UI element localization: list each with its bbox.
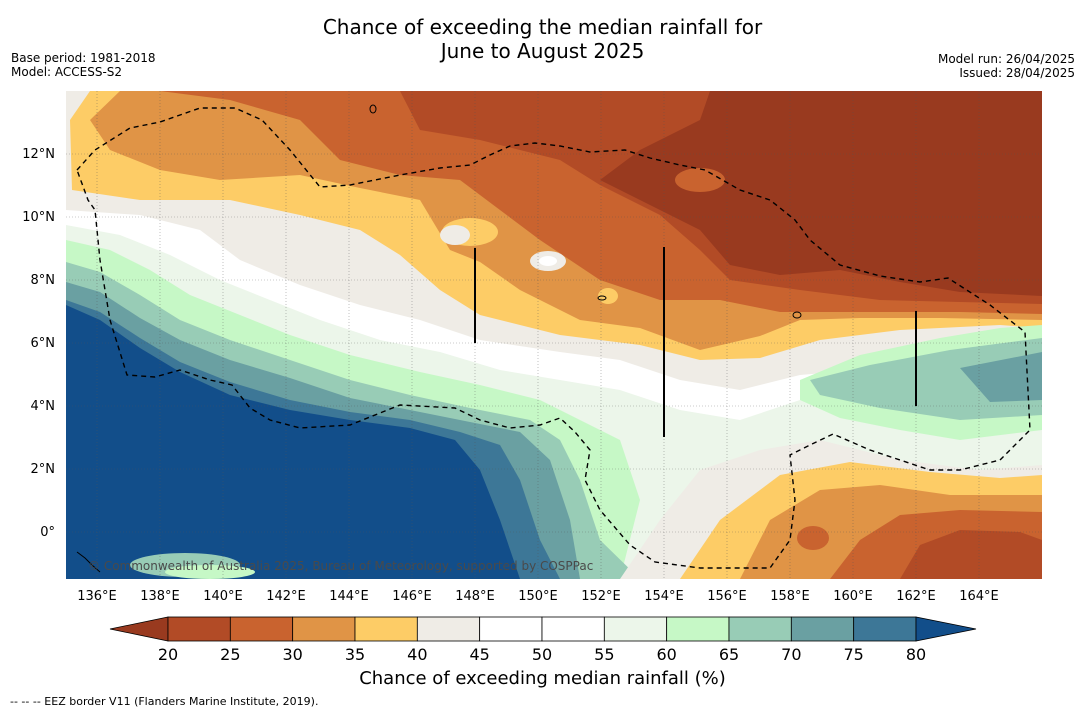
lon-label: 152°E xyxy=(581,589,621,604)
colorbar-tick-label: 75 xyxy=(843,645,863,664)
lon-label: 158°E xyxy=(770,589,810,604)
colorbar-tick-label: 20 xyxy=(158,645,178,664)
colorbar-tick-label: 45 xyxy=(469,645,489,664)
colorbar-tick-label: 65 xyxy=(719,645,739,664)
colorbar-tick-label: 40 xyxy=(407,645,427,664)
colorbar-under-arrow xyxy=(109,616,169,642)
colorbar-segment xyxy=(354,616,418,642)
colorbar-segment xyxy=(790,616,855,642)
colorbar-segment xyxy=(229,616,294,642)
title-line-2: June to August 2025 xyxy=(440,39,645,63)
patch-se-25 xyxy=(797,526,829,550)
lon-label: 160°E xyxy=(833,589,873,604)
colorbar-over-arrow xyxy=(915,616,977,642)
band-right-70-75 xyxy=(960,352,1042,402)
boundary-lines xyxy=(474,247,917,437)
map-field xyxy=(66,91,1042,579)
lon-label: 162°E xyxy=(896,589,936,604)
colorbar-tick-label: 70 xyxy=(781,645,801,664)
lon-label: 146°E xyxy=(392,589,432,604)
lat-label: 2°N xyxy=(31,462,56,477)
colorbar-segment xyxy=(603,616,668,642)
lon-label: 150°E xyxy=(518,589,558,604)
band-right-65-70 xyxy=(810,338,1042,420)
patch-white-8N-inner xyxy=(539,256,557,266)
colorbar-tick-label: 35 xyxy=(345,645,365,664)
lon-label: 164°E xyxy=(959,589,999,604)
lat-label: 8°N xyxy=(31,273,56,288)
colorbar-segment xyxy=(292,616,356,642)
lat-label: 12°N xyxy=(22,147,55,162)
credit-text: © Commonwealth of Australia 2025, Bureau… xyxy=(88,559,593,573)
lon-label: 154°E xyxy=(644,589,684,604)
colorbar-segment xyxy=(666,616,730,642)
model-name: Model: ACCESS-S2 xyxy=(11,65,123,79)
lon-label: 136°E xyxy=(77,589,117,604)
band-se-20-25 xyxy=(900,530,1042,579)
colorbar-segment xyxy=(167,616,231,642)
colorbar-segment xyxy=(853,616,917,642)
colorbar-tick-label: 30 xyxy=(282,645,302,664)
patch-sw-60 xyxy=(165,565,255,579)
colorbar-tick-label: 60 xyxy=(656,645,676,664)
patch-orange-156E xyxy=(675,168,725,192)
colorbar-segment xyxy=(479,616,543,642)
islands xyxy=(76,104,802,573)
lon-label: 138°E xyxy=(140,589,180,604)
colorbar-tick-label: 55 xyxy=(594,645,614,664)
lat-label: 4°N xyxy=(31,399,56,414)
title-line-1: Chance of exceeding the median rainfall … xyxy=(322,15,763,39)
lat-labels: 12°N 10°N 8°N 6°N 4°N 2°N 0° xyxy=(22,147,55,540)
lat-label: 6°N xyxy=(31,336,56,351)
colorbar-segment xyxy=(541,616,605,642)
colorbar: 20 25 30 35 40 45 50 55 60 65 70 75 80 xyxy=(109,616,977,664)
colorbar-title: Chance of exceeding median rainfall (%) xyxy=(359,668,726,689)
lon-label: 144°E xyxy=(329,589,369,604)
colorbar-segment xyxy=(728,616,792,642)
colorbar-tick-label: 50 xyxy=(532,645,552,664)
lon-labels: 136°E 138°E 140°E 142°E 144°E 146°E 148°… xyxy=(77,589,999,604)
colorbar-tick-label: 25 xyxy=(220,645,240,664)
lat-label: 10°N xyxy=(22,210,55,225)
model-run: Model run: 26/04/2025 xyxy=(937,52,1075,66)
footer-note: -- -- -- EEZ border V11 (Flanders Marine… xyxy=(10,695,319,708)
lon-label: 140°E xyxy=(203,589,243,604)
lon-label: 148°E xyxy=(455,589,495,604)
lon-label: 142°E xyxy=(266,589,306,604)
colorbar-tick-label: 80 xyxy=(906,645,926,664)
band-above-80 xyxy=(66,305,520,579)
lon-label: 156°E xyxy=(707,589,747,604)
lat-label: 0° xyxy=(40,525,55,540)
colorbar-segment xyxy=(416,616,481,642)
base-period: Base period: 1981-2018 xyxy=(11,51,156,65)
issued-date: Issued: 28/04/2025 xyxy=(959,66,1075,80)
patch-white-148E xyxy=(440,225,470,245)
eez-border xyxy=(76,107,1031,569)
